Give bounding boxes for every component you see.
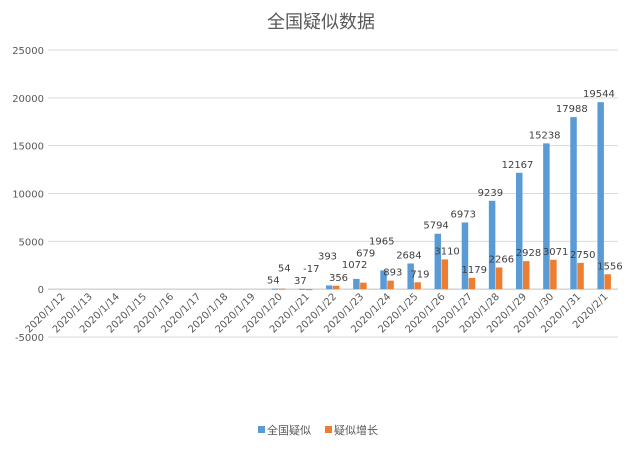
- bar-suspected: [516, 172, 523, 290]
- data-label: 12167: [502, 160, 534, 171]
- bar-suspected: [271, 288, 279, 290]
- bar-suspected: [380, 270, 387, 290]
- y-tick-label: -5000: [15, 333, 44, 344]
- bar-suspected: [298, 288, 306, 290]
- data-label: 37: [294, 276, 307, 287]
- bar-increase: [495, 267, 503, 290]
- data-label: 54: [267, 276, 280, 287]
- y-tick-label: 0: [38, 285, 44, 296]
- data-label: -17: [303, 264, 319, 275]
- data-label: 356: [329, 273, 348, 284]
- y-tick-label: 10000: [12, 190, 44, 201]
- legend: 全国疑似 疑似增长: [258, 423, 378, 437]
- data-label: 719: [410, 269, 429, 280]
- bar-increase: [360, 282, 367, 290]
- data-label: 1072: [342, 260, 367, 271]
- data-label: 6973: [450, 209, 475, 220]
- data-label: 393: [318, 251, 337, 262]
- chart-title: 全国疑似数据: [267, 12, 375, 33]
- data-label: 2928: [516, 248, 541, 259]
- bar-suspected: [570, 117, 577, 290]
- bar-suspected: [353, 278, 360, 290]
- bar-increase: [441, 259, 449, 290]
- data-label: 1179: [461, 265, 486, 276]
- bar-suspected: [488, 200, 496, 290]
- data-label: 1556: [597, 261, 622, 272]
- y-tick-label: 20000: [12, 94, 44, 105]
- bar-increase: [278, 288, 286, 290]
- data-label: 15238: [529, 130, 561, 141]
- bar-increase: [577, 262, 584, 290]
- data-label: 2684: [396, 250, 421, 261]
- data-label: 1965: [369, 236, 394, 247]
- bar-increase: [333, 285, 340, 290]
- data-label: 17988: [556, 104, 588, 115]
- data-label: 3071: [543, 247, 568, 258]
- data-label: 893: [383, 268, 402, 279]
- data-label: 3110: [434, 246, 459, 257]
- data-label: 5794: [423, 221, 448, 232]
- data-label: 2266: [489, 254, 514, 265]
- bar-suspected: [597, 102, 604, 290]
- bar-suspected: [461, 222, 469, 290]
- bar-increase: [550, 259, 557, 290]
- legend-swatch-0: [258, 426, 265, 433]
- bar-increase: [468, 277, 476, 290]
- data-label: 679: [356, 249, 375, 260]
- legend-swatch-1: [325, 426, 332, 433]
- legend-label-1: 疑似增长: [334, 423, 378, 437]
- data-label: 19544: [583, 89, 615, 100]
- y-tick-label: 5000: [19, 237, 44, 248]
- data-label: 9239: [478, 188, 503, 199]
- y-tick-label: 15000: [12, 142, 44, 153]
- bar-increase: [305, 289, 313, 291]
- y-tick-label: 25000: [12, 46, 44, 57]
- bar-increase: [523, 261, 530, 290]
- bar-suspected: [434, 233, 442, 290]
- bar-suspected: [543, 143, 550, 290]
- data-label: 54: [278, 264, 291, 275]
- legend-label-0: 全国疑似: [267, 423, 311, 437]
- bar-increase: [387, 280, 394, 290]
- bar-suspected: [407, 263, 414, 290]
- bar-suspected: [326, 285, 333, 290]
- bar-increase: [414, 282, 421, 290]
- bar-increase: [604, 274, 611, 290]
- data-label: 2750: [570, 250, 595, 261]
